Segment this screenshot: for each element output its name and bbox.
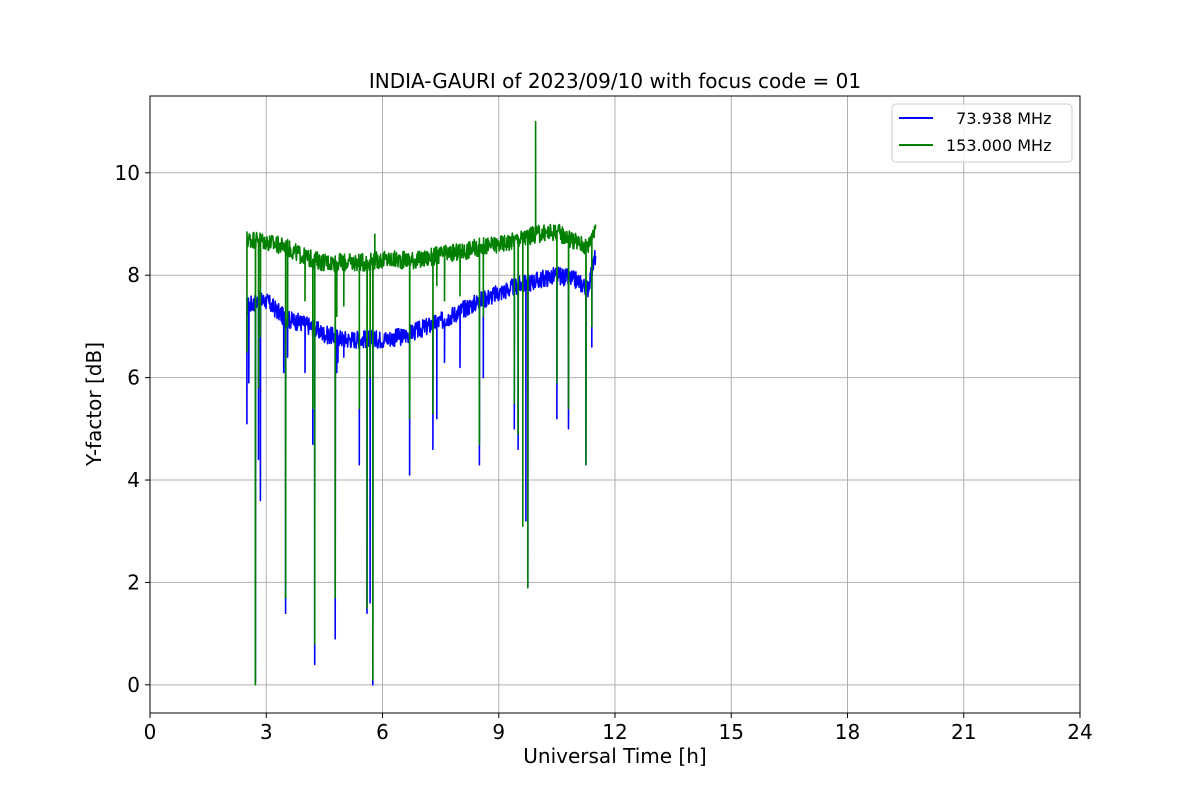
y-tick-label: 4 <box>127 468 140 492</box>
x-tick-label: 12 <box>602 720 627 744</box>
x-tick-label: 15 <box>719 720 744 744</box>
y-tick-label: 10 <box>115 161 140 185</box>
series-line-2 <box>246 120 597 686</box>
x-tick-label: 24 <box>1067 720 1092 744</box>
chart-title: INDIA-GAURI of 2023/09/10 with focus cod… <box>369 69 861 93</box>
x-tick-label: 3 <box>260 720 273 744</box>
legend: 73.938 MHz 153.000 MHz <box>891 103 1073 163</box>
x-axis-label: Universal Time [h] <box>523 744 706 768</box>
y-tick-label: 0 <box>127 673 140 697</box>
series-line-1 <box>246 249 597 686</box>
series-layer <box>246 120 597 686</box>
x-tick-label: 6 <box>376 720 389 744</box>
y-axis-label: Y-factor [dB] <box>82 342 106 467</box>
x-tick-label: 21 <box>951 720 976 744</box>
legend-label-series-2: 153.000 MHz <box>946 136 1051 155</box>
x-tick-label: 0 <box>144 720 157 744</box>
legend-box <box>891 103 1073 163</box>
y-tick-label: 6 <box>127 366 140 390</box>
y-tick-label: 8 <box>127 263 140 287</box>
legend-label-series-1: 73.938 MHz <box>946 109 1051 128</box>
y-tick-label: 2 <box>127 570 140 594</box>
x-tick-label: 18 <box>835 720 860 744</box>
x-tick-label: 9 <box>492 720 505 744</box>
